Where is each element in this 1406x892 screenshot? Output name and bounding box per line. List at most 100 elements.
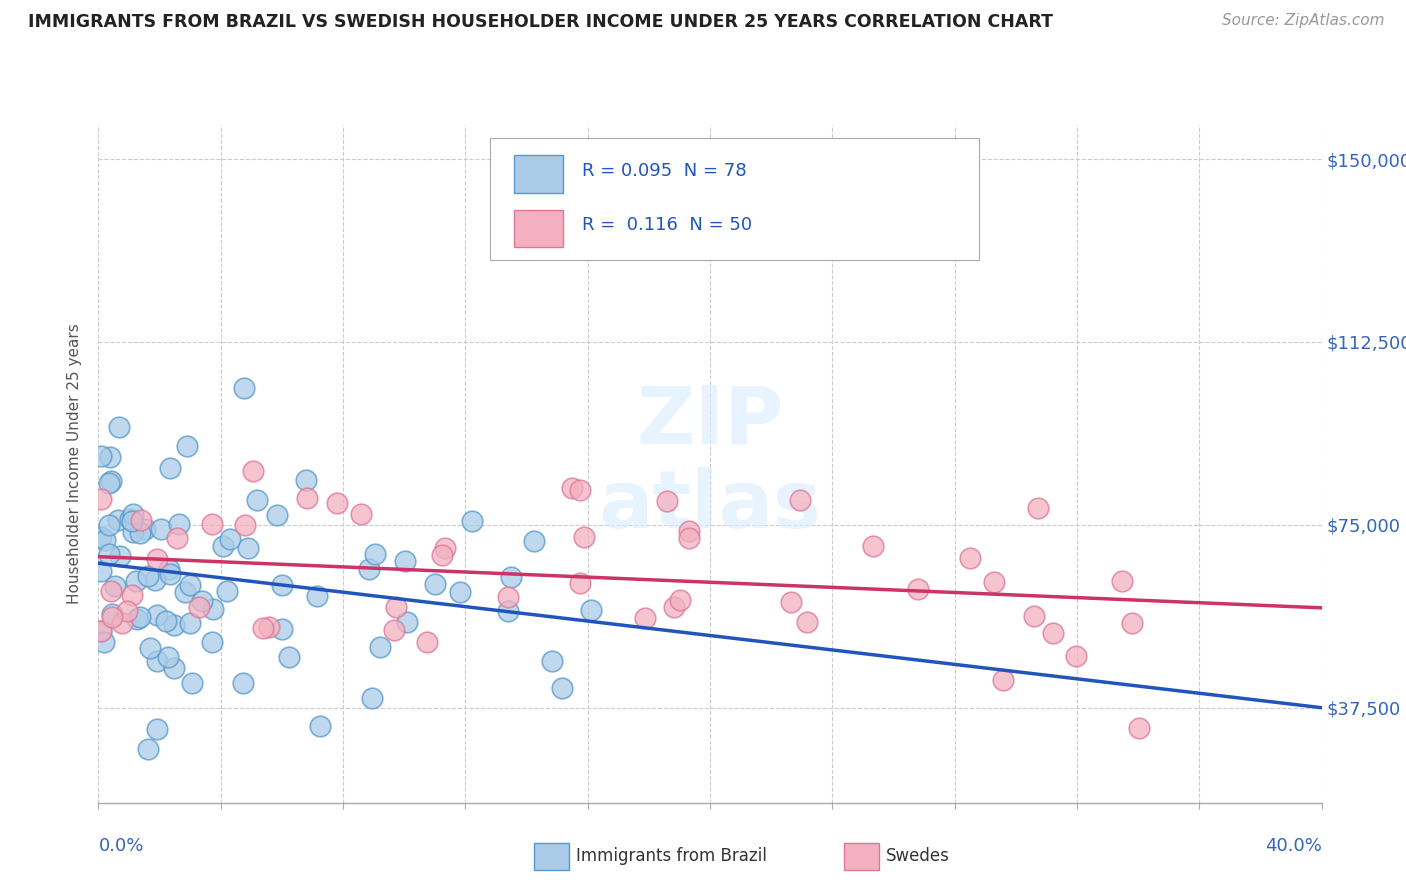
Point [416, 635, 439, 649]
Point [1064, 649, 1087, 664]
Point [97, 547, 120, 561]
Point [1042, 626, 1064, 640]
Point [143, 573, 166, 587]
Point [107, 513, 129, 527]
Point [90, 531, 112, 545]
Point [120, 512, 142, 526]
Point [364, 547, 387, 561]
Point [146, 654, 169, 668]
Point [569, 483, 592, 497]
Point [266, 508, 288, 523]
Point [93, 533, 115, 547]
Point [232, 675, 254, 690]
Point [101, 609, 124, 624]
Point [159, 460, 181, 475]
Text: IMMIGRANTS FROM BRAZIL VS SWEDISH HOUSEHOLDER INCOME UNDER 25 YEARS CORRELATION : IMMIGRANTS FROM BRAZIL VS SWEDISH HOUSEH… [28, 13, 1053, 31]
Point [128, 525, 150, 540]
Point [959, 551, 981, 566]
Point [309, 719, 332, 733]
Point [129, 610, 152, 624]
Point [233, 517, 256, 532]
Point [1022, 609, 1045, 624]
Point [159, 566, 181, 581]
Text: Swedes: Swedes [886, 847, 949, 865]
Point [678, 524, 700, 539]
Point [657, 494, 679, 508]
Point [187, 599, 209, 614]
Y-axis label: Householder Income Under 25 years: Householder Income Under 25 years [67, 324, 83, 604]
Point [100, 474, 122, 488]
Point [219, 532, 242, 546]
Point [350, 507, 373, 521]
Point [382, 623, 405, 637]
Point [522, 533, 544, 548]
Point [176, 439, 198, 453]
Point [983, 574, 1005, 589]
Point [496, 604, 519, 618]
Point [100, 583, 122, 598]
Point [111, 615, 134, 630]
Point [124, 574, 146, 589]
Point [173, 584, 195, 599]
Point [129, 513, 152, 527]
Point [499, 569, 522, 583]
Point [360, 690, 382, 705]
Point [97, 518, 120, 533]
Point [121, 514, 143, 528]
Point [211, 539, 233, 553]
Point [430, 549, 453, 563]
Point [259, 620, 281, 634]
Point [357, 562, 380, 576]
Point [242, 464, 264, 478]
Point [155, 614, 177, 628]
Point [384, 599, 406, 614]
Point [252, 621, 274, 635]
Point [179, 615, 201, 630]
Point [278, 650, 301, 665]
Point [90, 624, 112, 638]
Point [669, 592, 692, 607]
Point [540, 654, 562, 668]
Point [166, 531, 188, 545]
Point [678, 531, 700, 545]
Point [125, 612, 148, 626]
Point [98, 476, 121, 491]
Point [568, 575, 591, 590]
Point [779, 595, 801, 609]
Point [181, 675, 204, 690]
Point [191, 593, 214, 607]
Point [551, 681, 574, 695]
Point [991, 673, 1014, 688]
Point [139, 641, 162, 656]
Point [90, 492, 112, 507]
Point [122, 507, 145, 521]
Point [146, 551, 169, 566]
Point [115, 604, 138, 618]
Point [449, 585, 471, 599]
Point [368, 640, 391, 654]
Point [108, 420, 131, 434]
Point [662, 600, 685, 615]
FancyBboxPatch shape [515, 155, 564, 193]
Point [907, 582, 929, 596]
Point [146, 608, 169, 623]
Point [271, 623, 294, 637]
Text: Immigrants from Brazil: Immigrants from Brazil [576, 847, 768, 865]
Point [396, 615, 419, 629]
Point [156, 649, 179, 664]
Point [134, 522, 156, 536]
Point [149, 522, 172, 536]
Point [90, 450, 112, 464]
Point [307, 589, 329, 603]
Point [461, 514, 484, 528]
Point [217, 583, 239, 598]
Point [297, 491, 319, 505]
Point [789, 492, 811, 507]
Text: R = 0.095  N = 78: R = 0.095 N = 78 [582, 162, 747, 180]
Point [271, 578, 294, 592]
Text: Source: ZipAtlas.com: Source: ZipAtlas.com [1222, 13, 1385, 29]
Text: R =  0.116  N = 50: R = 0.116 N = 50 [582, 216, 752, 235]
Point [294, 473, 316, 487]
Point [574, 530, 596, 544]
Point [862, 539, 884, 553]
